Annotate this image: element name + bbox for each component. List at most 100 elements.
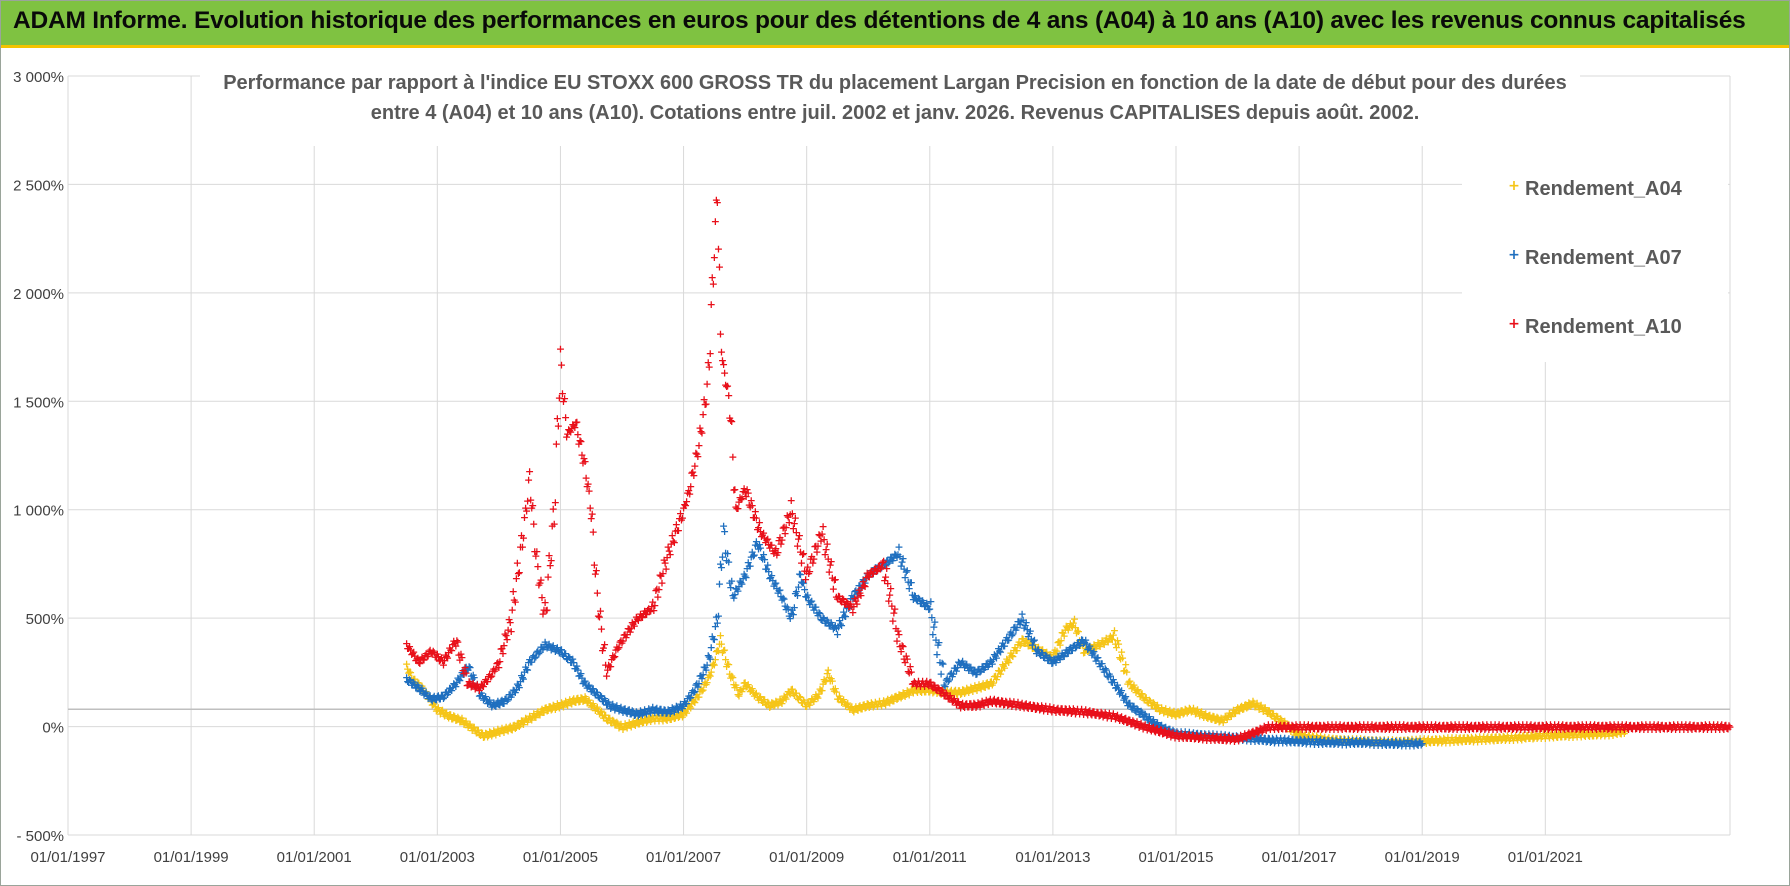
data-point: +: [1117, 684, 1126, 697]
data-point: +: [1291, 733, 1300, 746]
data-point: +: [1295, 732, 1304, 745]
data-point: +: [472, 680, 481, 693]
data-point: +: [704, 671, 713, 684]
data-point: +: [645, 712, 654, 725]
data-point: +: [1071, 621, 1080, 634]
data-point: +: [733, 502, 742, 515]
data-point: +: [1086, 640, 1095, 653]
data-point: +: [703, 377, 712, 390]
data-point: +: [1574, 728, 1583, 741]
data-point: +: [1121, 690, 1130, 703]
data-point: +: [1157, 719, 1166, 732]
data-point: +: [1119, 693, 1128, 706]
data-point: +: [1024, 630, 1033, 643]
data-point: +: [850, 702, 859, 715]
data-point: +: [806, 696, 815, 709]
data-point: +: [983, 676, 992, 689]
data-point: +: [1172, 725, 1181, 738]
data-point: +: [947, 683, 956, 696]
legend-label: Rendement_A07: [1525, 247, 1682, 269]
data-point: +: [1082, 638, 1091, 651]
data-point: +: [818, 520, 827, 533]
data-point: +: [921, 599, 930, 612]
data-point: +: [1725, 721, 1734, 734]
data-point: +: [1238, 703, 1247, 716]
data-point: +: [606, 716, 615, 729]
data-point: +: [1559, 727, 1568, 740]
data-point: +: [1170, 729, 1179, 742]
data-point: +: [963, 683, 972, 696]
data-point: +: [1242, 735, 1251, 748]
data-point: +: [1210, 714, 1219, 727]
data-point: +: [1020, 621, 1029, 634]
data-point: +: [747, 494, 756, 507]
data-point: +: [1327, 733, 1336, 746]
data-point: +: [737, 577, 746, 590]
data-point: +: [904, 576, 913, 589]
data-point: +: [708, 630, 717, 643]
data-point: +: [660, 709, 669, 722]
data-point: +: [1026, 636, 1035, 649]
data-point: +: [1377, 735, 1386, 748]
data-point: +: [407, 679, 416, 692]
data-point: +: [773, 586, 782, 599]
data-point: +: [742, 490, 751, 503]
data-point: +: [1016, 638, 1025, 651]
data-point: +: [588, 682, 597, 695]
data-point: +: [412, 679, 421, 692]
data-point: +: [1079, 637, 1088, 650]
data-point: +: [514, 567, 523, 580]
data-point: +: [724, 555, 733, 568]
data-point: +: [746, 685, 755, 698]
data-point: +: [1381, 738, 1390, 751]
data-point: +: [1189, 726, 1198, 739]
data-point: +: [1180, 728, 1189, 741]
data-point: +: [1325, 734, 1334, 747]
data-point: +: [578, 456, 587, 469]
data-point: +: [1365, 739, 1374, 752]
data-point: +: [670, 705, 679, 718]
data-point: +: [506, 688, 515, 701]
data-point: +: [1161, 721, 1170, 734]
data-point: +: [755, 516, 764, 529]
data-point: +: [929, 685, 938, 698]
data-point: +: [1226, 709, 1235, 722]
data-point: +: [678, 710, 687, 723]
data-point: +: [1322, 736, 1331, 749]
data-point: +: [649, 604, 658, 617]
data-point: +: [900, 687, 909, 700]
data-point: +: [974, 697, 983, 710]
data-point: +: [906, 660, 915, 673]
data-point: +: [985, 695, 994, 708]
data-point: +: [505, 688, 514, 701]
data-point: +: [519, 718, 528, 731]
data-point: +: [1081, 634, 1090, 647]
data-point: +: [1095, 640, 1104, 653]
data-point: +: [754, 693, 763, 706]
data-point: +: [731, 679, 740, 692]
data-point: +: [407, 672, 416, 685]
data-point: +: [773, 546, 782, 559]
data-point: +: [796, 545, 805, 558]
data-point: +: [783, 509, 792, 522]
data-point: +: [845, 703, 854, 716]
data-point: +: [995, 645, 1004, 658]
data-point: +: [436, 707, 445, 720]
data-point: +: [910, 589, 919, 602]
data-point: +: [787, 494, 796, 507]
data-point: +: [964, 686, 973, 699]
data-point: +: [858, 699, 867, 712]
data-point: +: [489, 724, 498, 737]
data-point: +: [824, 663, 833, 676]
data-point: +: [912, 684, 921, 697]
data-point: +: [673, 524, 682, 537]
data-point: +: [854, 579, 863, 592]
data-point: +: [1289, 725, 1298, 738]
data-point: +: [905, 666, 914, 679]
data-point: +: [923, 599, 932, 612]
data-point: +: [1391, 734, 1400, 747]
data-point: +: [564, 650, 573, 663]
data-point: +: [710, 251, 719, 264]
data-point: +: [1452, 734, 1461, 747]
data-point: +: [737, 685, 746, 698]
